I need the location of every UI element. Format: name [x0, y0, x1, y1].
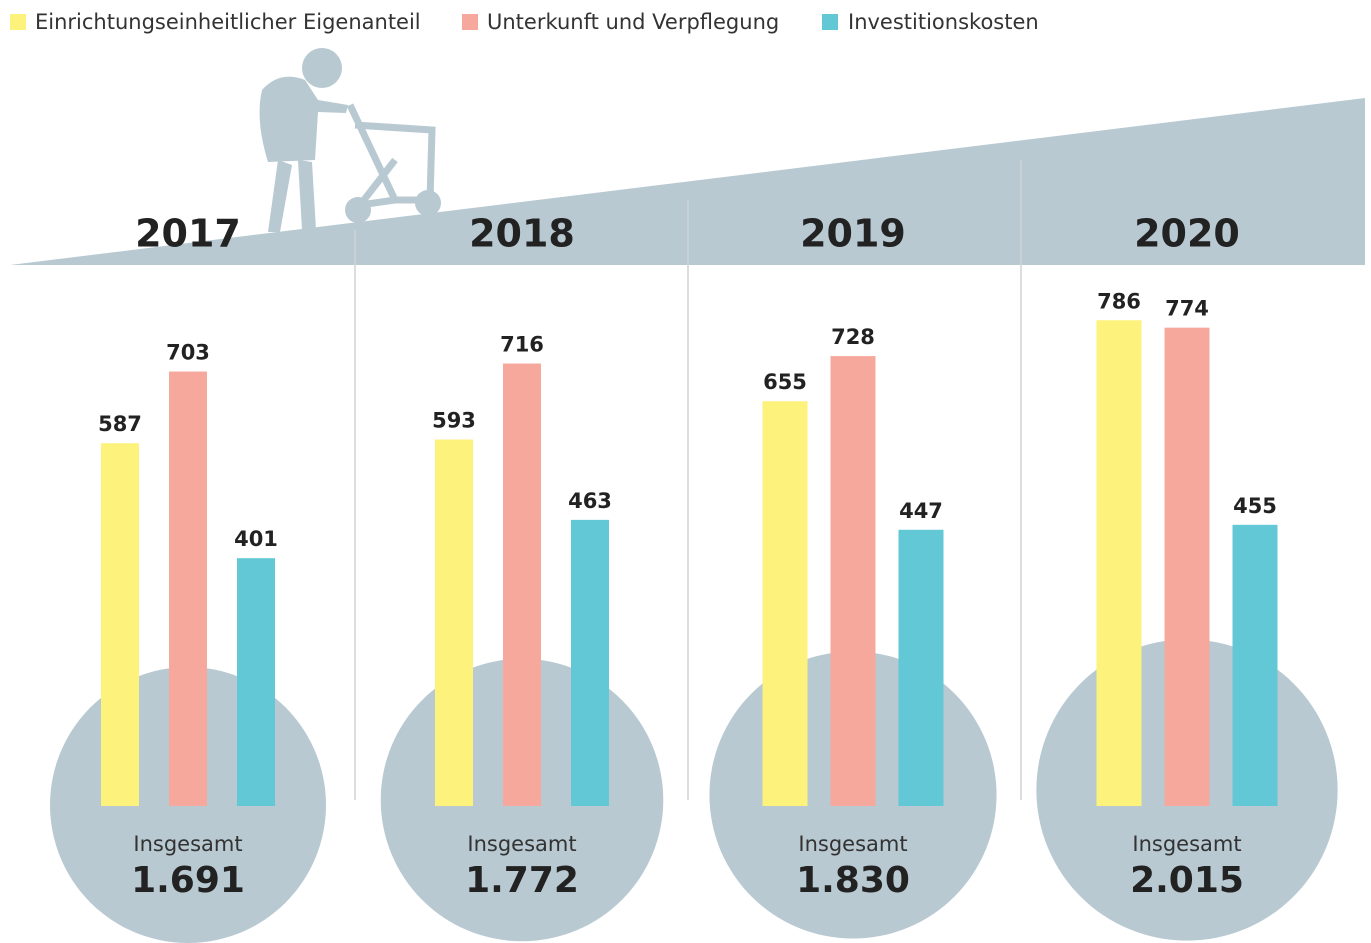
value-label: 703 — [166, 341, 210, 365]
value-label: 655 — [763, 370, 807, 394]
value-label: 786 — [1097, 289, 1141, 313]
bar — [899, 530, 944, 806]
value-label: 463 — [568, 489, 612, 513]
legend-label: Unterkunft und Verpflegung — [487, 10, 779, 34]
total-value: 1.691 — [131, 860, 245, 901]
legend-swatch — [462, 14, 478, 30]
value-label: 455 — [1233, 494, 1277, 518]
bar — [435, 440, 473, 806]
total-caption: Insgesamt — [1132, 832, 1241, 856]
chart: Einrichtungseinheitlicher Eigenanteil Unt… — [0, 0, 1371, 943]
value-label: 587 — [98, 412, 142, 436]
year-label: 2018 — [469, 212, 575, 256]
bar — [831, 356, 876, 806]
value-label: 401 — [234, 527, 278, 551]
year-label: 2019 — [800, 212, 906, 256]
bar — [1097, 320, 1142, 806]
total-value: 2.015 — [1130, 860, 1244, 901]
value-label: 593 — [432, 409, 476, 433]
total-value: 1.830 — [796, 860, 910, 901]
total-value: 1.772 — [465, 860, 579, 901]
total-caption: Insgesamt — [467, 832, 576, 856]
bar — [101, 443, 139, 806]
value-label: 447 — [899, 499, 943, 523]
legend-label: Einrichtungseinheitlicher Eigenanteil — [35, 10, 421, 34]
bar — [1233, 525, 1278, 806]
bar — [571, 520, 609, 806]
value-label: 716 — [500, 333, 544, 357]
bar — [503, 364, 541, 806]
bar — [763, 401, 808, 806]
total-caption: Insgesamt — [798, 832, 907, 856]
value-label: 728 — [831, 325, 875, 349]
bar — [169, 372, 207, 806]
walker-figure — [260, 48, 441, 232]
year-label: 2020 — [1134, 212, 1240, 256]
total-caption: Insgesamt — [133, 832, 242, 856]
legend-swatch — [10, 14, 26, 30]
value-label: 774 — [1165, 297, 1209, 321]
bar — [1165, 328, 1210, 806]
year-label: 2017 — [135, 212, 241, 256]
bar — [237, 558, 275, 806]
legend-swatch — [822, 14, 838, 30]
legend-label: Investitionskosten — [848, 10, 1039, 34]
